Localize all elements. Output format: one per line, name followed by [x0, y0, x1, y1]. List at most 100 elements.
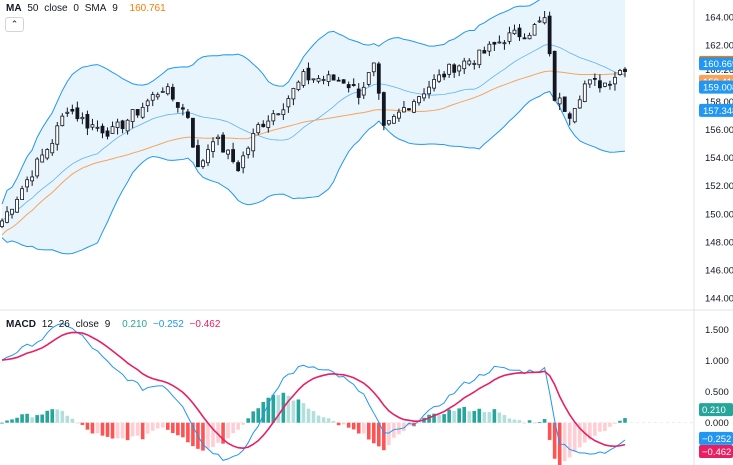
macd-histogram-bar: [85, 422, 90, 430]
macd-histogram-bar: [562, 422, 567, 462]
macd-histogram-bar: [246, 418, 250, 423]
macd-histogram-bar: [80, 422, 85, 425]
candle-body: [447, 63, 452, 75]
macd-histogram-bar: [165, 422, 170, 430]
candle-body: [0, 220, 4, 227]
candle-body: [311, 78, 316, 81]
candle-body: [165, 86, 170, 95]
candle-body: [291, 88, 296, 100]
collapse-legend-button[interactable]: ⌃: [5, 17, 24, 32]
macd-histogram-bar: [296, 399, 301, 423]
macd-histogram-bar: [613, 422, 617, 424]
macd-histogram-bar: [171, 422, 175, 434]
price-tick-label: 146.000: [705, 266, 733, 277]
macd-histogram-bar: [447, 409, 451, 423]
macd-histogram-bar: [371, 422, 376, 444]
macd-histogram-bar: [95, 422, 100, 434]
price-tick-label: 152.000: [705, 181, 733, 192]
candle-body: [40, 154, 45, 163]
macd-histogram-bar: [20, 414, 24, 423]
macd-histogram-bar: [387, 422, 391, 446]
price-tick-label: 150.000: [705, 209, 733, 220]
candle-body: [266, 120, 271, 128]
macd-histogram-bar: [35, 415, 39, 423]
candle-body: [402, 107, 406, 113]
macd-histogram-bar: [407, 422, 411, 426]
candle-body: [281, 109, 286, 116]
candle-body: [623, 68, 627, 73]
candle-body: [50, 142, 55, 154]
candle-body: [557, 97, 562, 105]
candle-body: [185, 111, 190, 118]
candle-body: [60, 115, 65, 127]
bollinger-upper-line: [1, 0, 541, 205]
macd-histogram-bar: [191, 422, 195, 447]
macd-histogram-bar: [492, 409, 497, 423]
candle-body: [150, 94, 155, 101]
candle-body: [522, 37, 527, 40]
candle-body: [120, 120, 125, 129]
macd-tick-label: 1.000: [705, 356, 729, 367]
macd-legend-name: MACD: [6, 319, 36, 330]
macd-histogram-bar: [477, 408, 482, 423]
candle-body: [155, 94, 160, 98]
price-badge: [699, 80, 733, 94]
macd-histogram-bar: [176, 422, 180, 436]
candle-body: [407, 108, 411, 111]
price-badge-label: 160.669: [703, 59, 733, 70]
price-badge: [699, 103, 733, 117]
candle-body: [341, 79, 346, 84]
macd-histogram-bar: [216, 422, 220, 443]
candle-body: [552, 50, 557, 101]
macd-histogram-bar: [593, 422, 597, 436]
candle-body: [85, 114, 90, 129]
macd-histogram-bar: [160, 422, 165, 428]
macd-badge: [699, 403, 733, 417]
candle-body: [517, 27, 522, 38]
candle-body: [613, 76, 617, 85]
ma-legend-value: 160.761: [129, 3, 166, 14]
candle-body: [316, 78, 321, 82]
candle-body: [35, 158, 40, 177]
candle-body: [5, 211, 9, 223]
macd-legend-signal-value: −0.462: [189, 319, 221, 330]
candle-body: [467, 60, 472, 65]
macd-histogram-bar: [286, 395, 291, 423]
macd-histogram-bar: [5, 420, 9, 423]
candle-body: [366, 72, 371, 85]
ma-legend-name: MA: [6, 3, 22, 14]
candle-body: [276, 113, 281, 116]
candle-body: [547, 15, 552, 55]
price-tick-label: 160.263: [705, 65, 733, 76]
macd-tick-label: 0.500: [705, 387, 729, 398]
macd-histogram-bar: [50, 409, 55, 423]
macd-histogram-bar: [346, 422, 351, 428]
candle-body: [206, 149, 210, 164]
candle-body: [75, 107, 80, 120]
macd-histogram-bar: [457, 408, 462, 423]
macd-histogram-bar: [55, 409, 60, 423]
candle-body: [381, 92, 386, 126]
macd-badge-label: 0.210: [702, 405, 726, 416]
candle-body: [65, 111, 70, 114]
candle-body: [537, 20, 542, 23]
candle-body: [196, 145, 200, 168]
price-badge-label: 159.008: [703, 83, 733, 94]
macd-histogram-bar: [552, 422, 557, 459]
macd-histogram-bar: [482, 412, 487, 423]
candle-body: [105, 130, 110, 137]
price-tick-label: 164.000: [705, 12, 733, 23]
macd-histogram-bar: [487, 412, 492, 423]
macd-histogram-bar: [572, 422, 577, 452]
macd-histogram-bar: [226, 422, 230, 439]
macd-histogram-bar: [301, 403, 306, 423]
macd-legend-param-fast: 12: [41, 319, 53, 330]
macd-badge-label: −0.252: [702, 434, 731, 445]
candle-body: [361, 86, 366, 96]
macd-histogram-bar: [70, 418, 75, 423]
macd-histogram-bar: [256, 408, 261, 423]
macd-legend: MACD 12 26 close 9 0.210 −0.252 −0.462: [6, 319, 223, 330]
candle-body: [397, 111, 401, 119]
price-badge: [699, 57, 733, 71]
macd-histogram-bar: [437, 415, 441, 423]
